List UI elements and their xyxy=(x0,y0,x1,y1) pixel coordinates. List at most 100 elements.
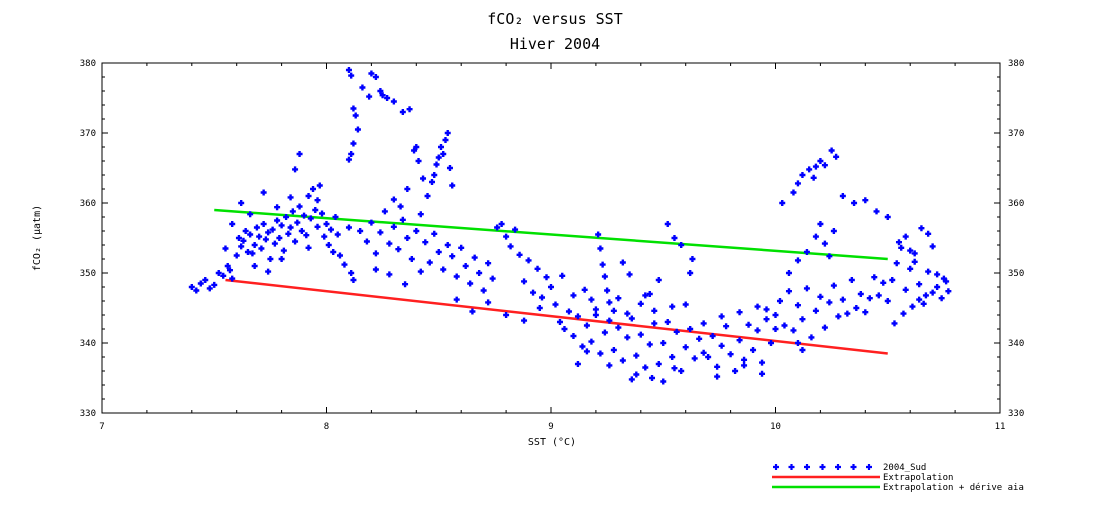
data-point xyxy=(619,357,626,364)
data-point xyxy=(330,249,337,255)
data-point xyxy=(940,275,947,282)
data-point xyxy=(871,274,878,281)
data-point xyxy=(287,194,294,201)
data-point xyxy=(651,320,658,327)
data-point xyxy=(655,277,662,283)
data-point xyxy=(296,151,303,157)
data-point xyxy=(220,272,227,279)
data-point xyxy=(253,224,260,231)
data-point xyxy=(718,342,725,349)
chart-subtitle: Hiver 2004 xyxy=(510,35,600,53)
data-point xyxy=(741,362,748,369)
data-point xyxy=(884,214,891,220)
data-point xyxy=(588,296,595,303)
data-point xyxy=(891,320,898,327)
data-point xyxy=(368,70,375,77)
data-point xyxy=(280,247,287,254)
data-point xyxy=(700,320,707,327)
data-point xyxy=(862,197,869,204)
data-point xyxy=(835,313,842,320)
data-point xyxy=(417,268,424,275)
fit-lines xyxy=(214,208,888,355)
data-point xyxy=(224,263,231,269)
data-point xyxy=(799,172,806,178)
data-point xyxy=(503,312,510,318)
legend-marker-scatter xyxy=(835,464,841,470)
data-point xyxy=(821,162,828,169)
data-point xyxy=(420,175,427,182)
data-point xyxy=(929,289,936,296)
data-point xyxy=(779,200,786,206)
data-point xyxy=(390,98,397,105)
data-point xyxy=(606,362,613,369)
data-point xyxy=(534,265,541,272)
data-point xyxy=(736,337,743,344)
data-point xyxy=(552,301,559,308)
data-point xyxy=(687,270,694,276)
data-point xyxy=(265,229,272,236)
data-point xyxy=(226,267,233,274)
data-point xyxy=(844,310,851,317)
data-point xyxy=(350,105,357,112)
data-point xyxy=(678,368,685,374)
data-point xyxy=(197,280,204,287)
y-tick-label-right: 330 xyxy=(1008,409,1024,419)
data-point xyxy=(705,354,712,360)
data-point xyxy=(649,375,656,381)
data-point xyxy=(799,316,806,323)
data-point xyxy=(664,221,671,227)
data-point xyxy=(772,312,779,318)
data-point xyxy=(316,182,323,189)
data-point xyxy=(920,300,927,307)
data-point xyxy=(233,252,240,259)
data-point xyxy=(357,228,364,234)
data-point xyxy=(581,286,588,293)
data-point xyxy=(469,308,476,315)
data-point xyxy=(276,235,283,241)
data-point xyxy=(671,365,678,372)
data-point xyxy=(444,130,451,136)
data-point xyxy=(828,147,835,154)
data-point xyxy=(559,272,566,279)
data-point xyxy=(806,166,813,173)
data-point xyxy=(377,229,384,236)
data-point xyxy=(615,324,622,331)
data-point xyxy=(521,317,528,324)
data-point xyxy=(368,219,375,226)
y-tick-label-right: 370 xyxy=(1008,129,1024,139)
data-point xyxy=(384,95,391,101)
data-point xyxy=(265,268,272,275)
data-point xyxy=(902,233,909,240)
data-point xyxy=(480,287,487,294)
data-point xyxy=(413,228,420,234)
x-tick-label: 11 xyxy=(995,422,1006,432)
data-point xyxy=(848,277,855,283)
data-point xyxy=(242,228,249,234)
data-point xyxy=(211,281,218,288)
data-point xyxy=(918,225,925,232)
data-point xyxy=(821,240,828,247)
legend-marker-scatter xyxy=(850,464,857,470)
data-point xyxy=(449,182,456,189)
data-point xyxy=(916,296,923,303)
data-point xyxy=(415,158,422,164)
data-point xyxy=(853,305,860,311)
data-point xyxy=(772,326,779,332)
data-point xyxy=(260,221,267,227)
data-point xyxy=(785,288,792,295)
data-point xyxy=(489,275,496,282)
data-point xyxy=(619,259,626,266)
data-point xyxy=(188,284,195,290)
data-point xyxy=(803,249,810,255)
data-point xyxy=(348,72,355,79)
data-point xyxy=(642,364,649,371)
data-point xyxy=(372,74,379,80)
data-point xyxy=(776,298,783,304)
data-point xyxy=(498,221,505,227)
data-point xyxy=(810,174,817,181)
data-point xyxy=(345,224,352,231)
data-point xyxy=(334,231,341,238)
data-point xyxy=(437,144,444,150)
data-point xyxy=(453,296,460,303)
